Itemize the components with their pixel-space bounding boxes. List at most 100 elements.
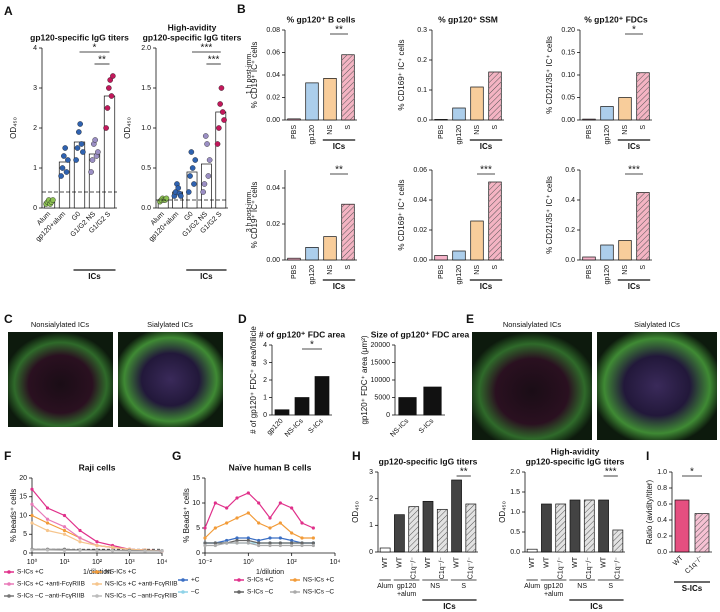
y-axis-label: % CD21/35⁺ IC⁺ cells [545,36,554,114]
series-marker [213,526,217,530]
significance-label: ** [335,25,343,36]
group-label: S [461,583,466,590]
y-tick-label: 0.4 [565,197,575,204]
bar [294,397,310,416]
panel-label: D [238,312,247,326]
series-marker [45,517,50,521]
y-tick-label: 0 [369,549,373,556]
bar [452,107,466,121]
x-tick-label: NS-ICs [284,417,305,438]
chart-title: % gp120⁺ SSM [438,14,498,24]
chart-title: % gp120⁺ FDCs [584,14,648,24]
y-tick-label: 0.02 [266,221,280,228]
bar [287,118,301,121]
bar [422,500,434,553]
bar [73,141,86,209]
series-marker [203,541,207,545]
x-tick-label: 10³ [124,559,135,566]
chart-title: % gp120⁺ B cells [287,14,356,24]
series-marker [95,543,99,548]
bar [379,547,391,553]
panel-label: F [4,449,11,463]
bar [287,257,301,261]
data-point [217,101,223,107]
bar-hatch [437,509,448,552]
series-marker [78,536,82,540]
x-tick-label: WT [529,556,536,568]
x-tick-label: gp120 [456,125,463,145]
y-tick-label: 0.04 [266,72,280,79]
group-label: NS [577,583,587,590]
data-point [201,181,208,187]
x-tick-label: 10⁰ [243,558,254,566]
x-tick-label: NS [622,265,629,275]
bar [598,499,609,553]
x-tick-label: NS [622,125,629,135]
x-tick-label: gp120 [309,265,316,285]
panel-label: G [172,449,181,463]
series-marker [110,545,115,549]
group-label: ICs [443,602,456,611]
legend-label: +C [191,577,200,584]
series-marker [95,540,99,544]
y-tick-label: 0.0 [417,117,427,124]
series-marker [311,541,315,545]
series-marker [290,531,294,535]
chart-title: High-avidity [168,22,217,32]
y-tick-label: 4 [33,45,37,52]
series-marker [268,536,272,540]
group-label: ICs [628,282,641,291]
y-axis-label: OD₄₅₀ [498,501,507,523]
data-point [202,133,209,139]
significance-label: * [690,467,694,478]
significance-label: ** [335,165,343,176]
y-tick-label: 0.2 [417,57,427,64]
bar-hatch [408,506,419,552]
data-point [58,173,64,179]
x-tick-label: C1q⁻/⁻ [586,557,593,579]
series-marker [268,543,272,548]
series-marker [213,501,217,505]
data-point [187,173,193,179]
y-tick-label: 0.02 [266,94,280,101]
x-tick-label: 10⁰ [27,558,38,566]
significance-label: *** [208,55,220,66]
legend-label: S-ICs +C +anti-FcγRIIB [17,581,85,588]
data-point [80,149,86,155]
chart-title: Size of gp120⁺ FDC area [371,329,470,339]
y-tick-label: 2 [263,377,267,384]
y-axis-label: OD₄₅₀ [351,501,360,523]
y-tick-label: 0 [196,550,200,557]
y-axis-label: % beads⁺ cells [9,489,18,543]
panel-label: B [237,2,246,16]
image-label: Sialylated ICs [634,320,680,329]
row-label: 1 h post-imm. [246,52,253,94]
y-axis-label: OD₄₅₀ [9,117,18,139]
series-marker [235,496,239,500]
data-point [110,73,116,79]
series-marker [30,548,34,552]
series-marker [257,541,261,545]
series-marker [278,501,282,505]
group-label: S [608,583,613,590]
legend-label: NS-ICs +C +anti-FcγRIIB [105,581,178,588]
series-marker [246,536,250,540]
series-marker [268,516,272,520]
data-point [192,157,199,163]
data-point [189,165,196,171]
bar [434,255,448,261]
y-tick-label: 15000 [371,359,391,366]
legend-marker [181,578,185,582]
y-axis-label: % CD169⁺ IC⁺ cells [397,39,406,110]
series-marker [225,521,229,525]
bar [305,247,319,261]
series-marker [225,538,229,543]
series-marker [45,528,50,533]
panel-label: C [4,312,13,326]
y-tick-label: 0.02 [413,227,427,234]
y-tick-label: 0 [33,205,37,212]
y-tick-label: 5000 [374,394,390,401]
legend-marker [7,570,11,574]
series-marker [143,549,147,553]
bar [452,250,466,261]
